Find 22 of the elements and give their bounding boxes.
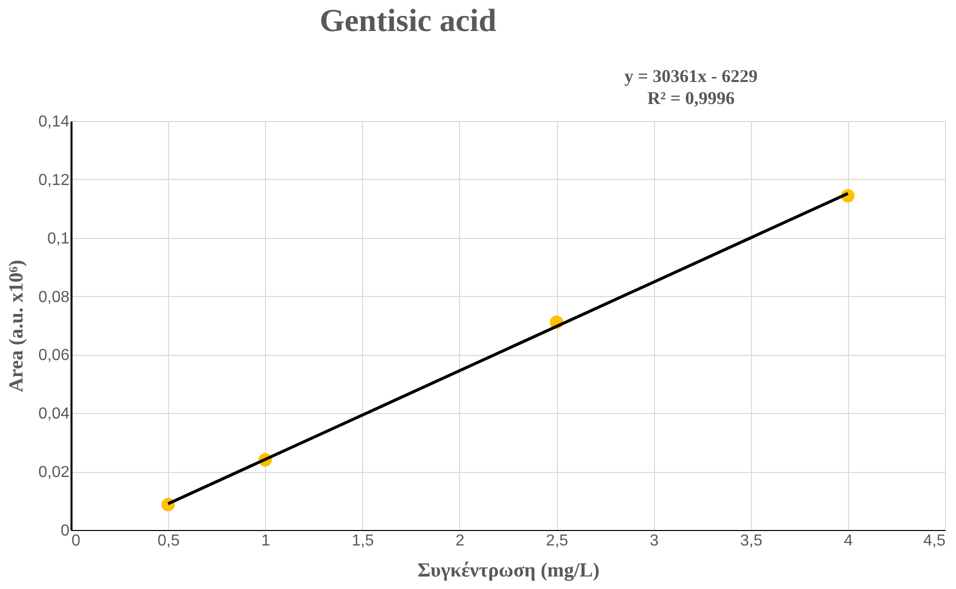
x-tick-label: 3 [650, 532, 659, 550]
y-tick-label: 0,14 [38, 114, 70, 130]
y-tick-label: 0,1 [47, 230, 70, 248]
y-axis-title: Area (a.u. x10⁶) [5, 260, 28, 392]
x-axis-title: Συγκέντρωση (mg/L) [417, 560, 600, 582]
x-tick-label: 1 [261, 532, 270, 550]
y-tick-label: 0,02 [38, 464, 70, 482]
y-tick-label: 0,12 [38, 172, 70, 189]
x-tick-label: 2,5 [546, 532, 568, 550]
y-tick-label: 0,08 [38, 288, 70, 306]
text: y = 30361x - 6229 [624, 66, 758, 86]
text: R² = 0,9996 [647, 88, 735, 108]
y-tick-label: 0,04 [38, 406, 70, 423]
x-tick-label: 0,5 [157, 532, 180, 550]
x-tick-label: 4,5 [923, 532, 946, 550]
x-tick-label: 0 [72, 532, 80, 550]
x-tick-label: 2 [455, 532, 464, 550]
chart-title: Gentisic acid [320, 2, 497, 38]
x-tick-label: 3,5 [740, 532, 762, 550]
x-tick-label: 4 [844, 532, 853, 550]
y-tick-label: 0,06 [38, 347, 70, 364]
x-tick-label: 1,5 [352, 532, 374, 550]
